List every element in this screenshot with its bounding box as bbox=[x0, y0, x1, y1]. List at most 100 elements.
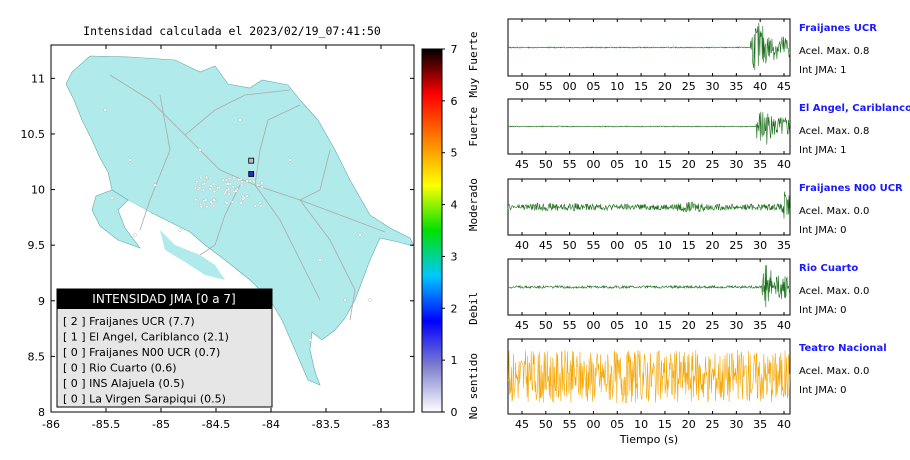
town-marker bbox=[343, 298, 347, 302]
time-tick-label: 50 bbox=[563, 239, 577, 252]
time-tick-label: 25 bbox=[706, 319, 720, 332]
town-marker bbox=[258, 201, 262, 205]
time-tick-label: 10 bbox=[634, 418, 648, 431]
town-marker bbox=[226, 182, 230, 186]
map-stations bbox=[248, 157, 255, 177]
x-tick-label: -83 bbox=[372, 418, 390, 431]
town-marker bbox=[205, 175, 208, 179]
town-marker bbox=[231, 185, 235, 189]
waveform-line bbox=[507, 191, 791, 219]
town-marker bbox=[240, 180, 244, 184]
legend-header bbox=[57, 289, 272, 309]
town-marker bbox=[209, 184, 213, 188]
town-marker bbox=[212, 182, 215, 186]
time-tick-label: 25 bbox=[729, 239, 743, 252]
y-tick-label: 9 bbox=[38, 295, 45, 308]
road-line bbox=[139, 94, 171, 231]
gulf-water bbox=[118, 200, 230, 320]
time-tick-label: 50 bbox=[539, 418, 553, 431]
station-name: Rio Cuarto bbox=[799, 263, 858, 274]
time-tick-label: 05 bbox=[610, 319, 624, 332]
time-tick-label: 45 bbox=[515, 418, 529, 431]
time-tick-label: 35 bbox=[753, 319, 767, 332]
seismogram-panel: 40 45 50 55 00 05 10 15 20 25 30 35 Fraijanes N00 UC… bbox=[507, 178, 903, 252]
accel-max-label: Acel. Max. 0.0 bbox=[799, 366, 869, 377]
map-axes: -86 -85.5 -85 -84.5 -84 -83.5 -83 11 10.5 10 9.5 9 8… bbox=[21, 45, 414, 431]
seismogram-frame bbox=[507, 178, 791, 236]
time-tick-label: 35 bbox=[729, 80, 743, 93]
accel-max-label: Acel. Max. 0.0 bbox=[799, 206, 869, 217]
station-marker bbox=[248, 171, 255, 177]
town-marker bbox=[259, 204, 263, 208]
town-marker bbox=[227, 187, 230, 191]
waveform-line bbox=[507, 264, 791, 308]
town-marker bbox=[153, 183, 157, 187]
accel-max-label: Acel. Max. 0.8 bbox=[799, 46, 869, 57]
seismogram-panel: 45 50 55 00 05 10 15 20 25 30 35 40 Rio Cuarto Acel. … bbox=[507, 258, 869, 332]
seismogram-panels: 50 55 00 05 10 15 20 25 30 35 40 45 Fraijanes UCR Ace… bbox=[507, 18, 910, 446]
colorbar-tick-label: 3 bbox=[451, 250, 458, 263]
jma-intensity-label: Int JMA: 0 bbox=[799, 225, 847, 236]
x-tick-label: -84.5 bbox=[202, 418, 230, 431]
time-tick-label: 40 bbox=[777, 418, 791, 431]
town-marker bbox=[128, 158, 132, 162]
town-marker bbox=[308, 338, 312, 342]
time-tick-label: 05 bbox=[586, 80, 600, 93]
town-marker bbox=[228, 177, 232, 181]
time-tick-label: 00 bbox=[610, 239, 624, 252]
time-tick-label: 05 bbox=[610, 158, 624, 171]
time-tick-label: 25 bbox=[706, 158, 720, 171]
time-tick-label: 10 bbox=[658, 239, 672, 252]
legend-item: [ 0 ] La Virgen Sarapiqui (0.5) bbox=[63, 393, 226, 406]
town-marker bbox=[234, 189, 238, 193]
time-tick-label: 20 bbox=[682, 319, 696, 332]
time-tick-label: 30 bbox=[729, 319, 743, 332]
road-line bbox=[299, 199, 356, 321]
time-tick-label: 55 bbox=[586, 239, 600, 252]
colorbar-tick-label: 0 bbox=[451, 406, 458, 419]
accel-max-label: Acel. Max. 0.8 bbox=[799, 126, 869, 137]
legend-item: [ 0 ] INS Alajuela (0.5) bbox=[63, 377, 185, 390]
town-marker bbox=[240, 183, 244, 187]
time-axis-label: Tiempo (s) bbox=[619, 433, 678, 446]
waveform-line bbox=[507, 349, 791, 404]
time-tick-label: 30 bbox=[753, 239, 767, 252]
town-marker bbox=[239, 201, 243, 205]
y-tick-label: 8 bbox=[38, 406, 45, 419]
town-marker bbox=[358, 233, 362, 237]
colorbar-tick-label: 1 bbox=[451, 354, 458, 367]
town-marker bbox=[212, 204, 216, 208]
town-marker bbox=[260, 181, 264, 185]
y-tick-label: 10 bbox=[31, 184, 45, 197]
road-line bbox=[254, 104, 301, 186]
town-marker bbox=[245, 179, 249, 183]
time-tick-label: 45 bbox=[515, 319, 529, 332]
seismogram-panel: 50 55 00 05 10 15 20 25 30 35 40 45 Fraijanes UCR Ace… bbox=[507, 18, 877, 93]
time-tick-label: 35 bbox=[753, 158, 767, 171]
legend-item: [ 1 ] El Angel, Cariblanco (2.1) bbox=[63, 331, 229, 344]
waveform-line bbox=[507, 22, 791, 71]
map-land bbox=[65, 55, 415, 386]
town-marker bbox=[195, 180, 199, 184]
time-tick-label: 50 bbox=[515, 80, 529, 93]
colorbar-gradient bbox=[421, 48, 443, 413]
y-tick-label: 11 bbox=[31, 72, 45, 85]
time-tick-label: 55 bbox=[563, 158, 577, 171]
town-marker bbox=[238, 118, 242, 122]
time-tick-label: 20 bbox=[682, 418, 696, 431]
town-marker bbox=[221, 178, 225, 182]
colorbar-tick-label: 2 bbox=[451, 302, 458, 315]
colorbar-labels: No sentido Debil Moderado Fuerte Muy Fuerte bbox=[467, 31, 480, 419]
town-marker bbox=[205, 205, 209, 209]
jma-intensity-label: Int JMA: 0 bbox=[799, 385, 847, 396]
time-tick-label: 55 bbox=[563, 418, 577, 431]
road-line bbox=[299, 149, 331, 201]
x-tick-label: -83.5 bbox=[312, 418, 340, 431]
y-tick-label: 8.5 bbox=[28, 350, 46, 363]
town-marker bbox=[198, 148, 202, 152]
time-tick-label: 00 bbox=[586, 158, 600, 171]
town-marker bbox=[194, 186, 197, 190]
time-tick-label: 15 bbox=[682, 239, 696, 252]
x-tick-label: -85.5 bbox=[92, 418, 120, 431]
